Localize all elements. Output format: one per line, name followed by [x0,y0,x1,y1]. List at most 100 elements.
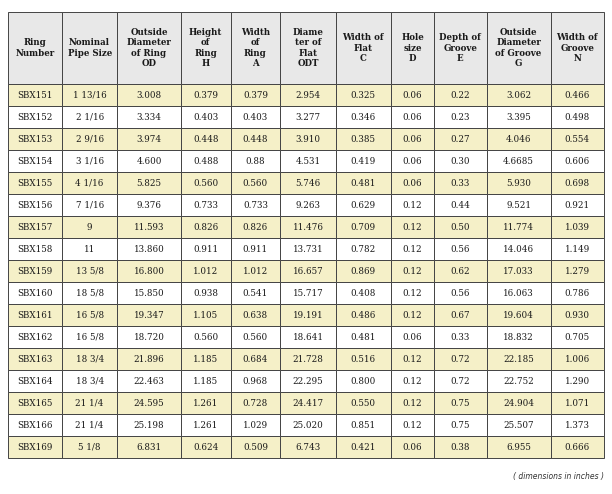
Bar [8,260,62,282]
Text: 0.698: 0.698 [565,178,590,188]
Bar [62,106,117,128]
Text: SBX154: SBX154 [18,157,53,165]
Bar [551,84,604,106]
Text: 22.295: 22.295 [293,376,323,385]
Bar [8,172,62,194]
Bar [231,260,280,282]
Text: 3.974: 3.974 [136,134,162,143]
Text: 0.448: 0.448 [242,134,268,143]
Bar [117,282,181,304]
Text: 11.593: 11.593 [133,222,164,232]
Bar [117,304,181,326]
Text: 5.825: 5.825 [136,178,162,188]
Bar [551,128,604,150]
Text: 0.938: 0.938 [193,288,218,297]
Text: 0.684: 0.684 [243,355,268,364]
Text: 18.832: 18.832 [503,332,534,341]
Bar [391,216,434,238]
Text: 0.12: 0.12 [403,399,422,408]
Bar [62,370,117,392]
Text: 3.008: 3.008 [136,90,162,99]
Bar [231,194,280,216]
Text: 0.421: 0.421 [351,443,376,452]
Bar [181,436,231,458]
Text: 13 5/8: 13 5/8 [76,266,103,276]
Text: 3.062: 3.062 [506,90,531,99]
Bar [8,238,62,260]
Text: 19.191: 19.191 [293,311,323,320]
Text: 0.06: 0.06 [403,157,422,165]
Text: 18 5/8: 18 5/8 [76,288,103,297]
Bar [391,282,434,304]
Text: 24.904: 24.904 [503,399,534,408]
Text: 18 3/4: 18 3/4 [75,376,104,385]
Bar [280,392,335,414]
Text: 9: 9 [87,222,92,232]
Text: 1.105: 1.105 [193,311,218,320]
Bar [434,238,487,260]
Bar [551,12,604,84]
Bar [181,260,231,282]
Bar [280,326,335,348]
Text: SBX156: SBX156 [18,201,53,209]
Text: 0.666: 0.666 [565,443,590,452]
Bar [117,128,181,150]
Bar [487,106,551,128]
Text: 25.198: 25.198 [133,420,164,429]
Bar [391,392,434,414]
Bar [231,370,280,392]
Bar [280,348,335,370]
Bar [62,128,117,150]
Text: 0.560: 0.560 [193,178,218,188]
Bar [181,414,231,436]
Text: 0.12: 0.12 [403,355,422,364]
Text: 17.033: 17.033 [503,266,534,276]
Text: 14.046: 14.046 [503,245,534,253]
Text: 6.743: 6.743 [295,443,321,452]
Bar [62,172,117,194]
Text: 0.921: 0.921 [565,201,590,209]
Text: 25.020: 25.020 [293,420,323,429]
Text: 0.911: 0.911 [243,245,268,253]
Bar [181,128,231,150]
Bar [280,304,335,326]
Bar [117,238,181,260]
Text: 0.624: 0.624 [193,443,218,452]
Text: 0.800: 0.800 [351,376,376,385]
Bar [62,436,117,458]
Text: 0.560: 0.560 [243,332,268,341]
Bar [181,172,231,194]
Text: 24.595: 24.595 [133,399,164,408]
Bar [335,172,391,194]
Text: 0.12: 0.12 [403,376,422,385]
Text: 11.774: 11.774 [503,222,534,232]
Bar [231,84,280,106]
Bar [487,436,551,458]
Bar [117,84,181,106]
Text: 0.733: 0.733 [193,201,218,209]
Text: 1.261: 1.261 [193,420,218,429]
Bar [181,348,231,370]
Bar [280,12,335,84]
Text: ( dimensions in inches ): ( dimensions in inches ) [513,472,604,481]
Text: Height
of
Ring
H: Height of Ring H [189,28,222,68]
Text: 15.717: 15.717 [293,288,323,297]
Text: SBX158: SBX158 [18,245,53,253]
Text: 0.541: 0.541 [243,288,268,297]
Bar [62,304,117,326]
Text: 0.06: 0.06 [403,443,422,452]
Text: 0.06: 0.06 [403,134,422,143]
Bar [391,128,434,150]
Text: Outside
Diameter
of Ring
OD: Outside Diameter of Ring OD [127,28,171,68]
Bar [487,370,551,392]
Bar [434,150,487,172]
Text: 13.860: 13.860 [133,245,164,253]
Text: 21.728: 21.728 [293,355,323,364]
Text: 0.554: 0.554 [565,134,590,143]
Bar [391,194,434,216]
Bar [434,106,487,128]
Bar [280,194,335,216]
Bar [551,370,604,392]
Bar [231,348,280,370]
Text: 22.752: 22.752 [503,376,534,385]
